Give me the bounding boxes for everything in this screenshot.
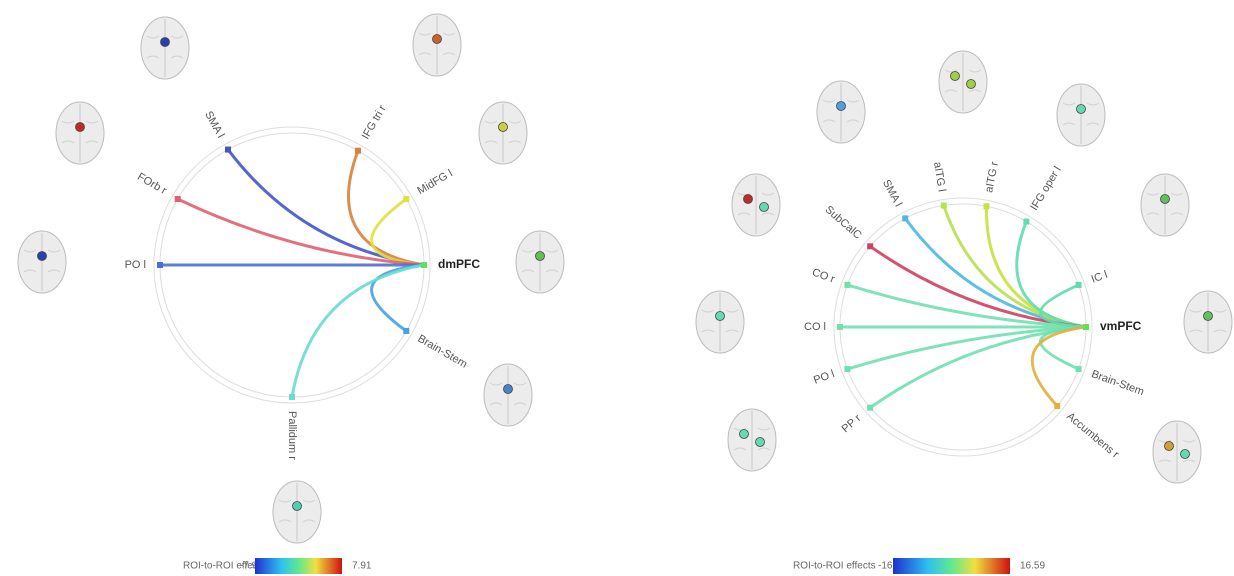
colorbar bbox=[255, 558, 342, 574]
brain-icon bbox=[817, 81, 865, 143]
brain-icon bbox=[56, 102, 104, 164]
colorbar-label: ROI-to-ROI effects bbox=[793, 561, 876, 572]
brain-icon bbox=[732, 174, 780, 236]
node-label: IC l bbox=[1090, 269, 1110, 286]
roi-dot bbox=[76, 123, 85, 132]
node-label: Accumbens r bbox=[1064, 410, 1121, 461]
roi-dot bbox=[837, 102, 846, 111]
brain-icon bbox=[1184, 291, 1232, 353]
brain-icon bbox=[484, 364, 532, 426]
hub-marker bbox=[1083, 324, 1089, 330]
node-marker bbox=[983, 203, 989, 209]
node-label: aITG l bbox=[931, 161, 948, 192]
connection bbox=[905, 218, 1086, 327]
node-marker bbox=[403, 328, 409, 334]
node-label: Brain-Stem bbox=[415, 333, 469, 371]
node-label: SMA l bbox=[202, 109, 226, 140]
node-marker bbox=[225, 147, 231, 153]
roi-dot bbox=[293, 502, 302, 511]
hub-marker bbox=[421, 262, 427, 268]
node-marker bbox=[902, 215, 908, 221]
node-label: IFG oper l bbox=[1028, 165, 1063, 213]
roi-dot bbox=[499, 123, 508, 132]
roi-dot bbox=[38, 252, 47, 261]
node-label: Brain-Stem bbox=[1090, 368, 1146, 398]
node-label: MidFG l bbox=[415, 167, 454, 197]
brain-icon bbox=[939, 51, 987, 113]
roi-dot bbox=[161, 38, 170, 47]
brain-icon bbox=[413, 14, 461, 76]
connection bbox=[372, 265, 424, 331]
node-marker bbox=[355, 148, 361, 154]
node-marker bbox=[867, 243, 873, 249]
roi-dot bbox=[951, 72, 960, 81]
brain-icon bbox=[728, 409, 776, 471]
node-label: IFG tri r bbox=[360, 103, 389, 142]
node-label: CO r bbox=[810, 266, 836, 285]
node-label: FOrb r bbox=[135, 171, 169, 197]
node-marker bbox=[844, 282, 850, 288]
hub-label: vmPFC bbox=[1100, 319, 1142, 333]
brain-icon bbox=[1141, 174, 1189, 236]
roi-dot bbox=[1165, 442, 1174, 451]
node-marker bbox=[1076, 366, 1082, 372]
connectogram-figure: SMA l IFG tri r MidFG l FOrb r PO l Brain-Ste… bbox=[0, 0, 1234, 576]
colorbar bbox=[893, 558, 1010, 574]
roi-dot bbox=[744, 195, 753, 204]
node-marker bbox=[1076, 282, 1082, 288]
roi-dot bbox=[433, 35, 442, 44]
roi-dot bbox=[967, 80, 976, 89]
node-marker bbox=[157, 262, 163, 268]
node-label: SMA l bbox=[880, 178, 904, 209]
node-marker bbox=[837, 324, 843, 330]
node-label: PP r bbox=[840, 412, 864, 435]
brain-icon bbox=[141, 17, 189, 79]
node-marker bbox=[941, 203, 947, 209]
brain-icon bbox=[1153, 421, 1201, 483]
brain-icon bbox=[696, 291, 744, 353]
brain-icon bbox=[516, 231, 564, 293]
node-marker bbox=[289, 394, 295, 400]
node-label: CO l bbox=[804, 321, 826, 333]
roi-dot bbox=[536, 252, 545, 261]
node-marker bbox=[403, 196, 409, 202]
node-label: PO l bbox=[812, 368, 836, 387]
connection bbox=[1040, 327, 1086, 369]
roi-dot bbox=[1204, 312, 1213, 321]
node-marker bbox=[1023, 219, 1029, 225]
roi-dot bbox=[504, 385, 513, 394]
node-marker bbox=[867, 405, 873, 411]
roi-dot bbox=[1077, 105, 1086, 114]
roi-dot bbox=[1181, 450, 1190, 459]
colorbar-max: 16.59 bbox=[1020, 561, 1045, 572]
brain-icon bbox=[479, 102, 527, 164]
hub-label: dmPFC bbox=[438, 257, 480, 271]
node-marker bbox=[844, 366, 850, 372]
brain-icon bbox=[18, 231, 66, 293]
roi-dot bbox=[760, 203, 769, 212]
roi-dot bbox=[740, 430, 749, 439]
node-label: PO l bbox=[125, 259, 146, 271]
node-marker bbox=[175, 196, 181, 202]
roi-dot bbox=[1161, 195, 1170, 204]
brain-icon bbox=[1057, 84, 1105, 146]
colorbar-max: 7.91 bbox=[352, 561, 372, 572]
node-label: Pallidum r bbox=[286, 411, 298, 460]
node-marker bbox=[1054, 403, 1060, 409]
roi-dot bbox=[716, 312, 725, 321]
roi-dot bbox=[756, 438, 765, 447]
node-label: SubCalC bbox=[822, 204, 863, 242]
brain-icon bbox=[273, 481, 321, 543]
node-label: aITG r bbox=[983, 160, 1001, 193]
